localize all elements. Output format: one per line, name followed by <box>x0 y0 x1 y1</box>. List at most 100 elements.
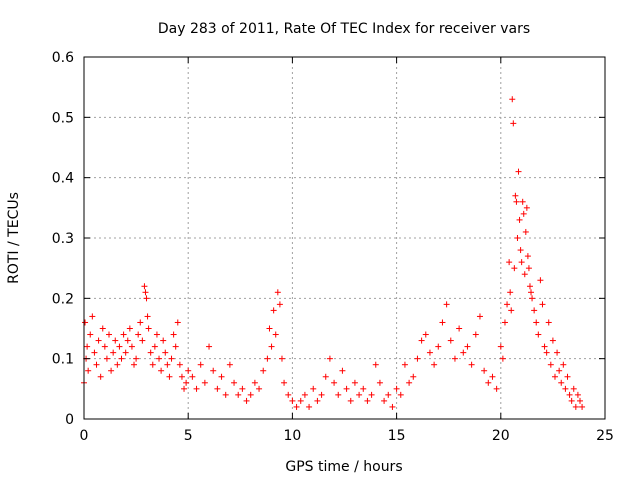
data-point <box>235 391 242 398</box>
data-point <box>226 361 233 368</box>
data-point <box>512 192 519 199</box>
data-point <box>137 319 144 326</box>
data-point <box>306 403 313 410</box>
data-point <box>122 349 129 356</box>
data-point <box>201 379 208 386</box>
data-point <box>266 325 273 332</box>
data-point <box>568 397 575 404</box>
data-point <box>506 259 513 266</box>
data-point <box>574 391 581 398</box>
data-point <box>285 391 292 398</box>
data-point <box>276 301 283 308</box>
data-point <box>128 343 135 350</box>
data-point <box>443 301 450 308</box>
data-point <box>368 391 375 398</box>
data-point <box>268 343 275 350</box>
chart-title: Day 283 of 2011, Rate Of TEC Index for r… <box>158 21 530 37</box>
data-point <box>576 397 583 404</box>
data-point <box>85 367 92 374</box>
data-point <box>274 289 281 296</box>
data-point <box>562 385 569 392</box>
data-point <box>106 331 113 338</box>
data-point <box>426 349 433 356</box>
data-point <box>501 319 508 326</box>
data-point <box>170 331 177 338</box>
data-point <box>160 337 167 344</box>
y-tick-label: 0.5 <box>52 110 74 126</box>
data-point <box>518 259 525 266</box>
data-point <box>522 228 529 235</box>
data-point <box>451 355 458 362</box>
data-point <box>99 325 106 332</box>
data-point <box>481 367 488 374</box>
data-point <box>243 397 250 404</box>
data-point <box>189 373 196 380</box>
y-tick-label: 0 <box>65 412 74 428</box>
data-point <box>293 403 300 410</box>
x-tick-label: 10 <box>283 428 301 444</box>
data-point <box>372 361 379 368</box>
data-point <box>556 367 563 374</box>
data-point <box>301 391 308 398</box>
data-point <box>297 397 304 404</box>
data-point <box>566 391 573 398</box>
data-point <box>381 397 388 404</box>
data-point <box>523 204 530 211</box>
data-point <box>251 379 258 386</box>
data-point <box>131 361 138 368</box>
data-point <box>510 120 517 127</box>
data-point <box>514 235 521 241</box>
data-point <box>508 307 515 314</box>
data-point <box>410 373 417 380</box>
data-point <box>272 331 279 338</box>
data-point <box>499 355 506 362</box>
data-point <box>126 325 133 332</box>
data-point <box>114 361 121 368</box>
data-point <box>264 355 271 362</box>
y-tick-label: 0.4 <box>52 171 74 187</box>
data-point <box>103 355 110 362</box>
x-tick-label: 25 <box>596 428 614 444</box>
data-point <box>570 385 577 392</box>
data-point <box>142 289 149 296</box>
data-point <box>174 319 181 326</box>
data-point <box>256 385 263 392</box>
y-tick-label: 0.3 <box>52 231 74 247</box>
data-point <box>572 403 579 410</box>
data-point <box>472 331 479 338</box>
data-point <box>364 397 371 404</box>
data-point <box>537 277 544 284</box>
data-point <box>149 361 156 368</box>
data-point <box>176 361 183 368</box>
data-point <box>247 391 254 398</box>
data-point <box>210 367 217 374</box>
data-point <box>144 313 151 320</box>
y-tick-label: 0.6 <box>52 50 74 66</box>
data-point <box>145 325 152 332</box>
data-point <box>214 385 221 392</box>
data-point <box>524 253 531 260</box>
data-point <box>554 349 561 356</box>
data-point <box>539 301 546 308</box>
x-tick-label: 20 <box>492 428 510 444</box>
data-point <box>239 385 246 392</box>
data-point <box>116 343 123 350</box>
data-point <box>464 343 471 350</box>
data-point <box>558 379 565 386</box>
data-point <box>360 385 367 392</box>
data-point <box>124 337 131 344</box>
data-point <box>133 355 140 362</box>
data-point <box>547 361 554 368</box>
data-point <box>143 295 150 302</box>
data-point <box>521 271 528 278</box>
data-point <box>414 355 421 362</box>
data-point <box>153 331 160 338</box>
data-point <box>158 367 165 374</box>
data-point <box>389 403 396 410</box>
axis-ticks: 0 5 10 15 20 25 0 0.1 0.2 0.3 0.4 0.5 0.6 <box>52 50 614 444</box>
data-point <box>183 379 190 386</box>
data-point <box>135 331 142 338</box>
data-point <box>89 313 96 320</box>
data-point <box>406 379 413 386</box>
data-point <box>206 343 213 350</box>
